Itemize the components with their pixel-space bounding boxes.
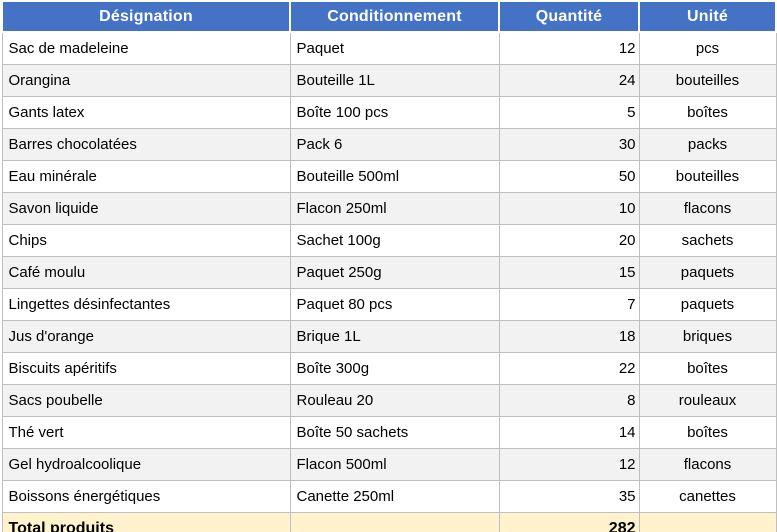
table-row: Eau minérale Bouteille 500ml 50 bouteilles <box>1 160 777 193</box>
cell-quantity[interactable]: 12 <box>498 31 640 65</box>
inventory-table-body: Sac de madeleine Paquet 12 pcs Orangina Boute… <box>1 31 777 513</box>
cell-designation[interactable]: Thé vert <box>1 416 291 449</box>
cell-conditionnement[interactable]: Boîte 300g <box>289 352 500 385</box>
cell-unit[interactable]: bouteilles <box>638 160 777 193</box>
header-designation[interactable]: Désignation <box>1 0 291 33</box>
inventory-table-footer: Total produits 282 <box>1 512 777 532</box>
inventory-table-header: Désignation Conditionnement Quantité Uni… <box>1 0 777 33</box>
cell-designation[interactable]: Café moulu <box>1 256 291 289</box>
total-quantity-cell[interactable]: 282 <box>498 512 640 532</box>
cell-unit[interactable]: pcs <box>638 31 777 65</box>
cell-designation[interactable]: Barres chocolatées <box>1 128 291 161</box>
cell-designation[interactable]: Savon liquide <box>1 192 291 225</box>
table-row: Café moulu Paquet 250g 15 paquets <box>1 256 777 289</box>
table-row: Thé vert Boîte 50 sachets 14 boîtes <box>1 416 777 449</box>
table-row: Sac de madeleine Paquet 12 pcs <box>1 31 777 65</box>
cell-unit[interactable]: sachets <box>638 224 777 257</box>
table-row: Jus d'orange Brique 1L 18 briques <box>1 320 777 353</box>
cell-unit[interactable]: flacons <box>638 448 777 481</box>
total-unit-cell[interactable] <box>638 512 777 532</box>
table-row: Gants latex Boîte 100 pcs 5 boîtes <box>1 96 777 129</box>
cell-conditionnement[interactable]: Brique 1L <box>289 320 500 353</box>
cell-conditionnement[interactable]: Paquet <box>289 31 500 65</box>
total-label[interactable]: Total produits <box>1 512 291 532</box>
cell-conditionnement[interactable]: Canette 250ml <box>289 480 500 513</box>
header-row: Désignation Conditionnement Quantité Uni… <box>1 0 777 33</box>
table-row: Sacs poubelle Rouleau 20 8 rouleaux <box>1 384 777 417</box>
cell-unit[interactable]: briques <box>638 320 777 353</box>
cell-quantity[interactable]: 7 <box>498 288 640 321</box>
cell-conditionnement[interactable]: Bouteille 500ml <box>289 160 500 193</box>
cell-conditionnement[interactable]: Paquet 80 pcs <box>289 288 500 321</box>
cell-quantity[interactable]: 18 <box>498 320 640 353</box>
cell-unit[interactable]: flacons <box>638 192 777 225</box>
cell-conditionnement[interactable]: Pack 6 <box>289 128 500 161</box>
table-row: Barres chocolatées Pack 6 30 packs <box>1 128 777 161</box>
cell-designation[interactable]: Lingettes désinfectantes <box>1 288 291 321</box>
cell-unit[interactable]: paquets <box>638 288 777 321</box>
cell-designation[interactable]: Boissons énergétiques <box>1 480 291 513</box>
cell-designation[interactable]: Gants latex <box>1 96 291 129</box>
cell-unit[interactable]: canettes <box>638 480 777 513</box>
cell-designation[interactable]: Chips <box>1 224 291 257</box>
cell-conditionnement[interactable]: Bouteille 1L <box>289 64 500 97</box>
table-row: Gel hydroalcoolique Flacon 500ml 12 flacons <box>1 448 777 481</box>
cell-quantity[interactable]: 35 <box>498 480 640 513</box>
cell-unit[interactable]: boîtes <box>638 416 777 449</box>
cell-quantity[interactable]: 30 <box>498 128 640 161</box>
cell-unit[interactable]: bouteilles <box>638 64 777 97</box>
cell-unit[interactable]: boîtes <box>638 96 777 129</box>
cell-quantity[interactable]: 8 <box>498 384 640 417</box>
table-row: Orangina Bouteille 1L 24 bouteilles <box>1 64 777 97</box>
table-row: Lingettes désinfectantes Paquet 80 pcs 7 pa… <box>1 288 777 321</box>
cell-conditionnement[interactable]: Boîte 100 pcs <box>289 96 500 129</box>
cell-designation[interactable]: Gel hydroalcoolique <box>1 448 291 481</box>
table-row: Savon liquide Flacon 250ml 10 flacons <box>1 192 777 225</box>
cell-quantity[interactable]: 50 <box>498 160 640 193</box>
cell-designation[interactable]: Biscuits apéritifs <box>1 352 291 385</box>
cell-unit[interactable]: paquets <box>638 256 777 289</box>
table-row: Chips Sachet 100g 20 sachets <box>1 224 777 257</box>
cell-quantity[interactable]: 24 <box>498 64 640 97</box>
cell-unit[interactable]: rouleaux <box>638 384 777 417</box>
cell-designation[interactable]: Eau minérale <box>1 160 291 193</box>
total-row: Total produits 282 <box>1 512 777 532</box>
cell-conditionnement[interactable]: Boîte 50 sachets <box>289 416 500 449</box>
cell-conditionnement[interactable]: Flacon 500ml <box>289 448 500 481</box>
header-quantite[interactable]: Quantité <box>498 0 640 33</box>
cell-conditionnement[interactable]: Sachet 100g <box>289 224 500 257</box>
header-unite[interactable]: Unité <box>638 0 777 33</box>
cell-quantity[interactable]: 14 <box>498 416 640 449</box>
total-conditionnement-cell[interactable] <box>289 512 500 532</box>
header-conditionnement[interactable]: Conditionnement <box>289 0 500 33</box>
table-row: Boissons énergétiques Canette 250ml 35 cane… <box>1 480 777 513</box>
cell-conditionnement[interactable]: Paquet 250g <box>289 256 500 289</box>
cell-quantity[interactable]: 15 <box>498 256 640 289</box>
cell-designation[interactable]: Jus d'orange <box>1 320 291 353</box>
table-row: Biscuits apéritifs Boîte 300g 22 boîtes <box>1 352 777 385</box>
cell-designation[interactable]: Sacs poubelle <box>1 384 291 417</box>
cell-quantity[interactable]: 10 <box>498 192 640 225</box>
cell-conditionnement[interactable]: Rouleau 20 <box>289 384 500 417</box>
cell-conditionnement[interactable]: Flacon 250ml <box>289 192 500 225</box>
cell-quantity[interactable]: 5 <box>498 96 640 129</box>
cell-designation[interactable]: Orangina <box>1 64 291 97</box>
cell-unit[interactable]: packs <box>638 128 777 161</box>
cell-quantity[interactable]: 22 <box>498 352 640 385</box>
cell-quantity[interactable]: 12 <box>498 448 640 481</box>
cell-designation[interactable]: Sac de madeleine <box>1 31 291 65</box>
cell-unit[interactable]: boîtes <box>638 352 777 385</box>
cell-quantity[interactable]: 20 <box>498 224 640 257</box>
